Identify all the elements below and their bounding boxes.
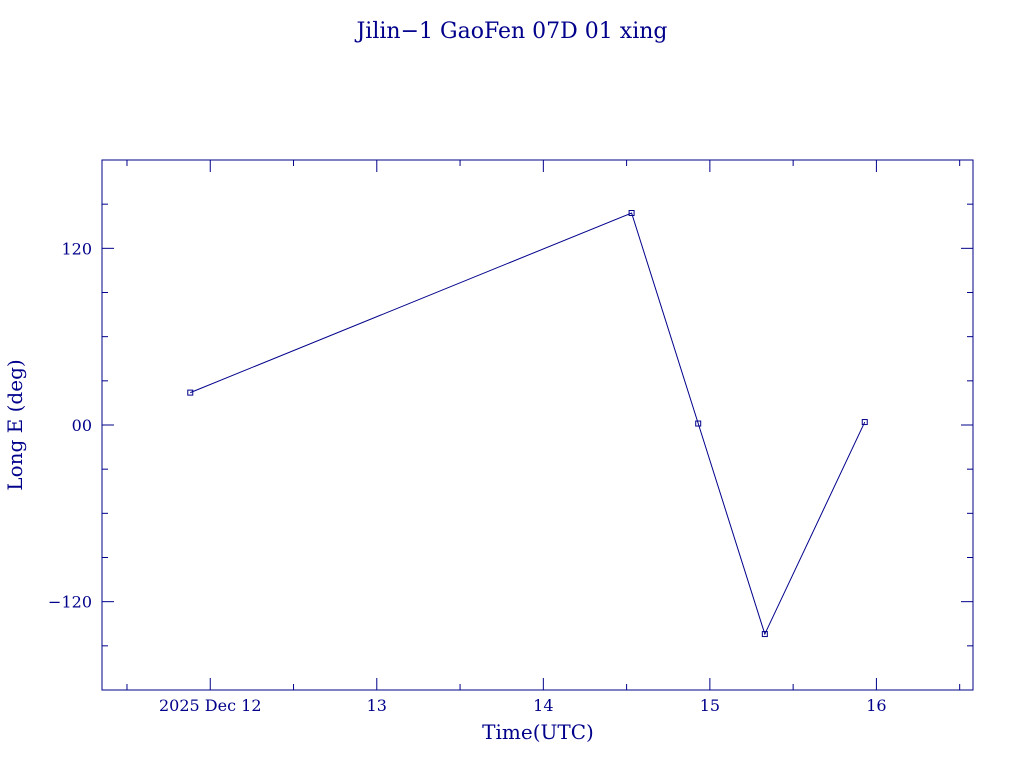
x-axis-label: Time(UTC) — [482, 720, 594, 744]
data-point — [695, 420, 702, 427]
y-tick-label: −120 — [48, 593, 92, 612]
chart-title: Jilin−1 GaoFen 07D 01 xing — [354, 19, 667, 44]
x-tick-label: 15 — [700, 696, 720, 715]
y-tick-label: 120 — [61, 239, 92, 258]
data-point — [187, 389, 194, 396]
series-layer — [187, 210, 868, 638]
series-line — [190, 212, 866, 636]
data-point — [861, 419, 868, 426]
axis-ticks — [102, 159, 973, 691]
x-tick-label: 16 — [866, 696, 886, 715]
data-point — [761, 631, 768, 638]
x-tick-label: 14 — [533, 696, 553, 715]
axis-tick-labels: 2025 Dec 12 13 14 15 16 −120 00 120 — [48, 239, 887, 715]
y-tick-label: 00 — [72, 416, 92, 435]
x-tick-label: 13 — [367, 696, 387, 715]
data-point — [628, 210, 635, 216]
plot-frame — [101, 159, 974, 691]
y-axis-label: Long E (deg) — [3, 359, 27, 490]
x-tick-label: 2025 Dec 12 — [159, 696, 262, 715]
